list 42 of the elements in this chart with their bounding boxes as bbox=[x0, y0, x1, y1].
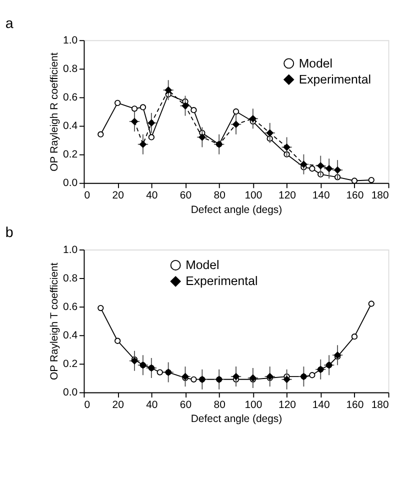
y-tick-label: 0.2 bbox=[63, 359, 78, 370]
x-tick-label: 40 bbox=[146, 190, 158, 202]
legend-label: Model bbox=[186, 258, 220, 272]
x-tick-label: 80 bbox=[214, 400, 226, 411]
y-tick-label: 0.4 bbox=[63, 330, 78, 342]
x-tick-label: 180 bbox=[371, 400, 389, 411]
x-tick-label: 180 bbox=[371, 190, 389, 202]
y-tick-label: 0.0 bbox=[63, 178, 78, 190]
y-tick-label: 0.4 bbox=[63, 121, 78, 132]
y-tick-label: 0.8 bbox=[63, 64, 78, 76]
y-tick-label: 0.8 bbox=[63, 273, 78, 284]
y-tick-label: 0.0 bbox=[63, 388, 78, 399]
x-tick-label: 160 bbox=[346, 190, 364, 202]
legend-label: Model bbox=[298, 56, 333, 70]
x-tick-label: 100 bbox=[244, 400, 262, 411]
x-tick-label: 120 bbox=[278, 190, 296, 202]
y-axis-title: OP Rayleigh R coefficient bbox=[49, 52, 60, 172]
x-tick-label: 100 bbox=[244, 190, 262, 202]
x-tick-label: 160 bbox=[346, 400, 364, 411]
x-tick-label: 60 bbox=[180, 190, 192, 202]
chart-title: a bbox=[5, 16, 14, 32]
x-tick-label: 0 bbox=[84, 400, 90, 411]
x-tick-label: 0 bbox=[84, 190, 90, 202]
x-axis-title: Defect angle (degs) bbox=[190, 204, 282, 216]
x-tick-label: 120 bbox=[278, 400, 296, 411]
y-axis-title: OP Rayleigh T coefficient bbox=[49, 262, 60, 380]
y-tick-label: 0.6 bbox=[63, 302, 78, 313]
x-tick-label: 60 bbox=[180, 400, 192, 411]
legend-label: Experimental bbox=[186, 274, 258, 288]
x-tick-label: 20 bbox=[112, 400, 124, 411]
legend-label: Experimental bbox=[298, 72, 371, 86]
y-tick-label: 1.0 bbox=[63, 35, 78, 46]
x-tick-label: 140 bbox=[312, 400, 330, 411]
x-tick-label: 140 bbox=[312, 190, 330, 202]
y-tick-label: 1.0 bbox=[63, 244, 78, 256]
x-tick-label: 20 bbox=[112, 190, 124, 202]
y-tick-label: 0.6 bbox=[63, 92, 78, 104]
x-tick-label: 40 bbox=[146, 400, 158, 411]
chart-title: b bbox=[5, 225, 14, 242]
x-axis-title: Defect angle (degs) bbox=[190, 414, 282, 426]
y-tick-label: 0.2 bbox=[63, 150, 78, 161]
x-tick-label: 80 bbox=[214, 190, 226, 202]
